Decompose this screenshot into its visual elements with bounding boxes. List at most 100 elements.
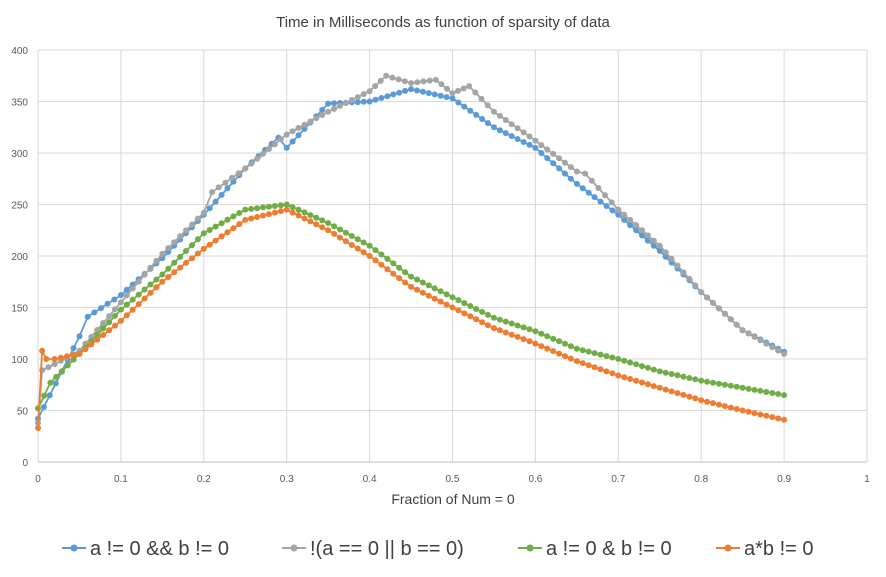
data-point (360, 239, 367, 246)
data-point (579, 347, 586, 354)
data-point (567, 164, 574, 171)
data-point (520, 324, 527, 331)
data-point (141, 295, 148, 302)
data-point (135, 301, 142, 308)
data-point (307, 118, 314, 125)
data-point (153, 276, 160, 283)
data-point (325, 100, 332, 107)
data-point (337, 226, 343, 233)
data-point (538, 142, 545, 149)
data-point (271, 203, 278, 209)
data-point (254, 214, 261, 220)
data-point (781, 392, 788, 399)
data-point (123, 286, 130, 293)
data-point (242, 216, 249, 223)
data-point (129, 285, 136, 292)
data-point (461, 310, 468, 317)
data-point (775, 391, 782, 397)
data-point (39, 367, 46, 374)
data-point (698, 289, 705, 296)
data-point (348, 97, 355, 103)
data-point (757, 411, 764, 418)
data-point (763, 340, 770, 347)
data-point (171, 269, 178, 276)
data-point (94, 331, 101, 338)
data-point (313, 214, 320, 221)
data-point (425, 282, 432, 289)
x-tick-label: 0.8 (694, 474, 708, 485)
data-point (230, 213, 237, 220)
data-point (366, 88, 373, 95)
data-point (248, 215, 255, 222)
chart-title: Time in Milliseconds as function of spar… (276, 14, 610, 31)
data-point (491, 314, 497, 321)
data-point (567, 343, 574, 350)
data-point (189, 242, 195, 249)
data-point (123, 292, 130, 299)
legend-label: a != 0 & b != 0 (546, 538, 672, 560)
data-point (680, 269, 687, 276)
data-point (739, 407, 746, 414)
data-point (662, 369, 669, 376)
data-point (360, 249, 367, 256)
data-point (668, 255, 675, 262)
data-point (526, 133, 533, 140)
data-point (609, 370, 616, 377)
data-point (425, 292, 432, 299)
data-point (218, 233, 225, 240)
data-point (437, 288, 444, 295)
data-point (325, 220, 332, 226)
series-line (37, 88, 785, 420)
data-point (141, 271, 148, 278)
data-point (597, 198, 604, 205)
data-point (502, 329, 509, 336)
data-point (550, 335, 557, 342)
data-point (277, 202, 284, 209)
data-point (556, 338, 563, 345)
data-point (769, 414, 776, 421)
data-point (538, 150, 545, 156)
legend-item: a != 0 && b != 0 (62, 538, 229, 560)
data-point (573, 358, 580, 365)
data-point (200, 245, 207, 252)
data-point (484, 102, 491, 109)
data-point (478, 95, 485, 102)
data-point (295, 125, 302, 131)
data-point (739, 384, 746, 391)
data-point (129, 306, 136, 313)
data-point (354, 99, 361, 106)
data-point (200, 209, 207, 216)
data-point (91, 309, 98, 316)
data-point (177, 253, 184, 260)
data-point (147, 289, 154, 296)
data-point (408, 80, 415, 86)
data-point (301, 121, 308, 128)
data-point (366, 253, 373, 259)
data-point (443, 301, 450, 308)
data-point (550, 150, 557, 157)
data-point (615, 206, 622, 213)
data-point (562, 159, 568, 166)
data-point (236, 210, 243, 216)
data-point (739, 327, 746, 334)
data-point (194, 250, 201, 257)
data-point (82, 346, 89, 353)
data-point (289, 128, 296, 135)
data-point (514, 125, 521, 132)
data-point (254, 155, 261, 162)
data-point (117, 317, 124, 324)
x-axis-label: Fraction of Num = 0 (391, 491, 515, 507)
data-point (544, 333, 551, 340)
data-point (520, 336, 527, 343)
data-point (733, 406, 740, 412)
data-point (449, 95, 456, 102)
data-point (775, 347, 782, 354)
data-point (716, 401, 722, 408)
data-point (573, 180, 580, 187)
data-point (662, 249, 669, 256)
data-point (496, 316, 503, 323)
data-point (384, 255, 391, 262)
legend-label: a*b != 0 (744, 538, 814, 560)
data-point (479, 116, 486, 122)
data-point (206, 227, 213, 233)
